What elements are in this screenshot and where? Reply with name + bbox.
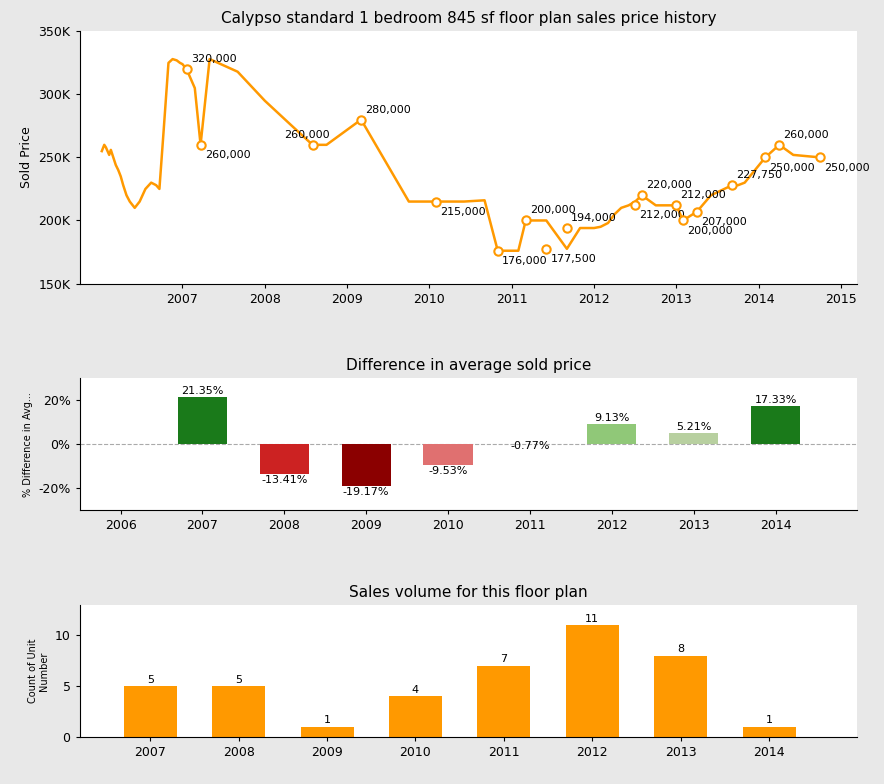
Text: 5.21%: 5.21% bbox=[676, 422, 712, 432]
Text: 215,000: 215,000 bbox=[440, 207, 485, 216]
Text: 8: 8 bbox=[677, 644, 684, 654]
Bar bbox=[751, 406, 800, 445]
Y-axis label: Sold Price: Sold Price bbox=[20, 126, 33, 188]
Bar bbox=[669, 433, 719, 445]
Text: 17.33%: 17.33% bbox=[754, 395, 796, 405]
Bar bbox=[260, 445, 309, 474]
Title: Sales volume for this floor plan: Sales volume for this floor plan bbox=[349, 585, 588, 600]
Text: 220,000: 220,000 bbox=[646, 180, 691, 191]
Text: -9.53%: -9.53% bbox=[429, 466, 468, 476]
Text: 200,000: 200,000 bbox=[530, 205, 575, 216]
Text: 194,000: 194,000 bbox=[571, 213, 617, 223]
Text: 260,000: 260,000 bbox=[783, 130, 829, 140]
Text: 320,000: 320,000 bbox=[191, 54, 236, 64]
Text: 5: 5 bbox=[147, 675, 154, 684]
Bar bbox=[301, 727, 354, 737]
Text: 177,500: 177,500 bbox=[551, 254, 596, 264]
Title: Calypso standard 1 bedroom 845 sf floor plan sales price history: Calypso standard 1 bedroom 845 sf floor … bbox=[221, 11, 716, 26]
Y-axis label: % Difference in Avg...: % Difference in Avg... bbox=[23, 392, 33, 496]
Bar bbox=[124, 686, 177, 737]
Text: 176,000: 176,000 bbox=[502, 256, 547, 266]
Bar bbox=[743, 727, 796, 737]
Bar bbox=[341, 445, 391, 486]
Title: Difference in average sold price: Difference in average sold price bbox=[346, 358, 591, 373]
Bar bbox=[477, 666, 530, 737]
Text: 7: 7 bbox=[500, 655, 507, 664]
Text: 5: 5 bbox=[235, 675, 242, 684]
Text: 260,000: 260,000 bbox=[205, 150, 250, 160]
Text: -13.41%: -13.41% bbox=[261, 475, 308, 485]
Bar bbox=[566, 625, 619, 737]
Bar bbox=[389, 696, 442, 737]
Bar bbox=[654, 655, 707, 737]
Text: 11: 11 bbox=[585, 614, 599, 624]
Text: 250,000: 250,000 bbox=[769, 162, 815, 172]
Y-axis label: Count of Unit
Number: Count of Unit Number bbox=[27, 639, 50, 703]
Text: 227,750: 227,750 bbox=[735, 170, 781, 180]
Text: 9.13%: 9.13% bbox=[594, 413, 629, 423]
Text: -19.17%: -19.17% bbox=[343, 488, 390, 498]
Bar bbox=[212, 686, 265, 737]
Text: 280,000: 280,000 bbox=[365, 104, 411, 114]
Text: 212,000: 212,000 bbox=[639, 210, 685, 220]
Text: 1: 1 bbox=[766, 715, 773, 725]
Bar bbox=[423, 445, 473, 465]
Text: -0.77%: -0.77% bbox=[510, 441, 550, 451]
Text: 200,000: 200,000 bbox=[687, 226, 733, 236]
Text: 207,000: 207,000 bbox=[701, 216, 747, 227]
Bar bbox=[178, 397, 227, 445]
Text: 1: 1 bbox=[324, 715, 331, 725]
Text: 250,000: 250,000 bbox=[825, 162, 870, 172]
Text: 212,000: 212,000 bbox=[681, 191, 727, 200]
Text: 21.35%: 21.35% bbox=[181, 386, 224, 396]
Bar bbox=[587, 424, 636, 445]
Text: 4: 4 bbox=[412, 684, 419, 695]
Text: 260,000: 260,000 bbox=[284, 130, 330, 140]
